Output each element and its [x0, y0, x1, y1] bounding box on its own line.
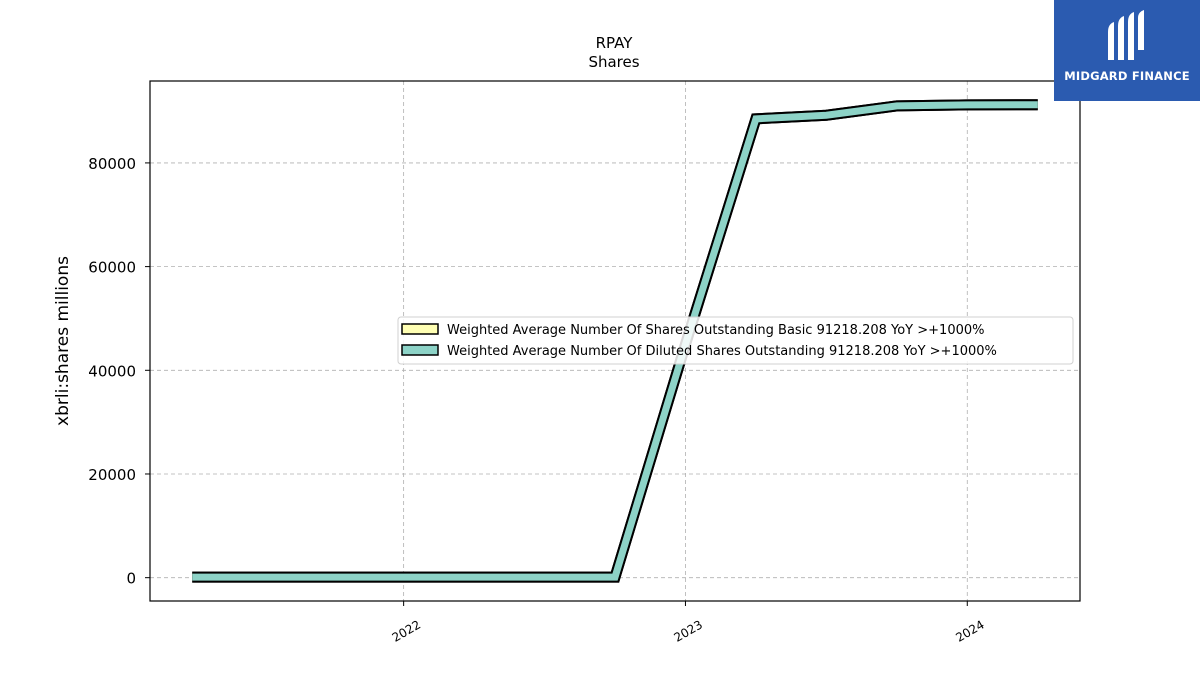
y-axis-label: xbrli:shares millions [53, 256, 73, 426]
x-tick-label: 2022 [390, 617, 423, 644]
plot-frame [149, 80, 1081, 602]
x-tick-label: 2023 [672, 617, 705, 644]
legend-entry: Weighted Average Number Of Shares Outsta… [447, 323, 984, 338]
legend: Weighted Average Number Of Shares Outsta… [397, 316, 1074, 365]
legend-swatch [401, 323, 439, 335]
chart-title: RPAY [596, 34, 634, 52]
brand-name: MIDGARD FINANCE [1064, 69, 1190, 83]
chart-subtitle: Shares [588, 53, 639, 71]
y-tick-label: 80000 [88, 155, 136, 173]
brand-logo: MIDGARD FINANCE [1054, 0, 1200, 101]
x-axis-ticks: 2022 2023 2024 [390, 601, 987, 645]
y-tick-label: 20000 [88, 466, 136, 484]
legend-entry: Weighted Average Number Of Diluted Share… [447, 344, 997, 359]
y-tick-label: 0 [126, 570, 136, 588]
legend-box [397, 316, 1074, 365]
y-tick-label: 60000 [88, 259, 136, 277]
midgard-logo-icon [1108, 10, 1144, 60]
y-axis-ticks: 0 20000 40000 60000 80000 [88, 155, 150, 588]
y-tick-label: 40000 [88, 362, 136, 380]
legend-swatch [401, 344, 439, 356]
x-tick-label: 2024 [953, 617, 986, 644]
